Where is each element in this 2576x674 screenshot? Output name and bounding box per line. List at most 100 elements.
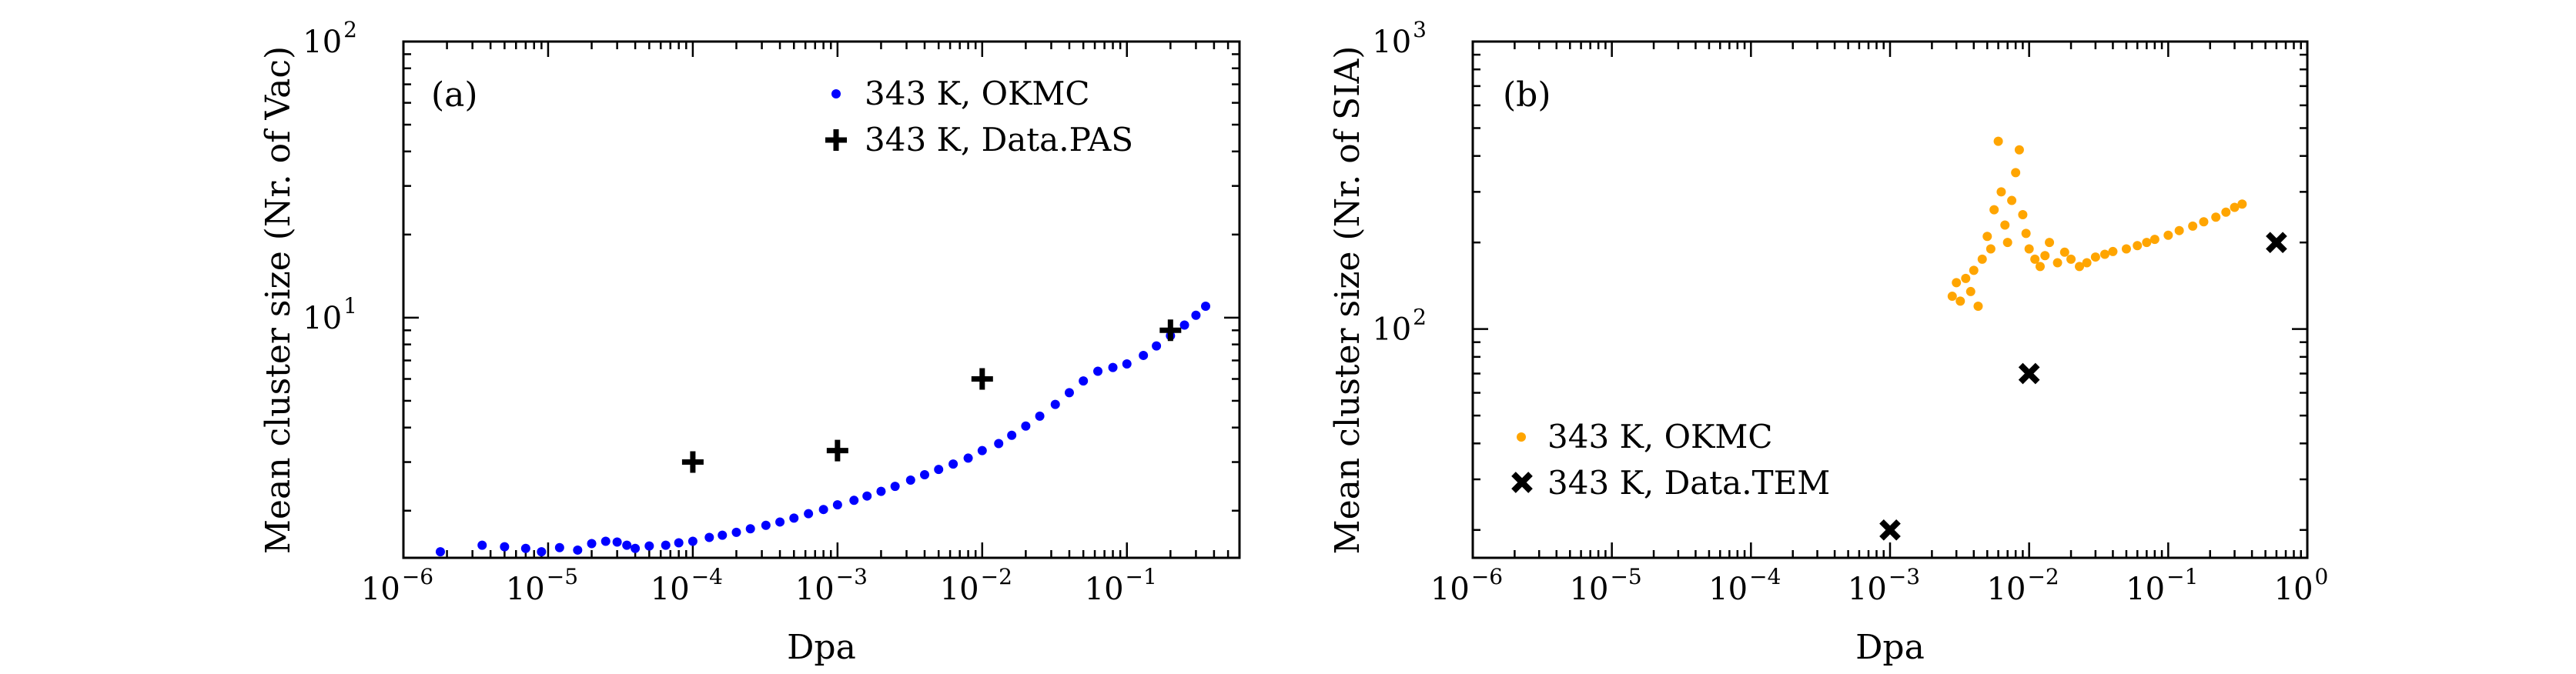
point-b-s0-dot <box>2083 259 2092 268</box>
point-b-s0-dot <box>2011 168 2020 177</box>
point-a-s0-dot <box>1065 388 1074 397</box>
point-b-s0-dot <box>2175 226 2184 235</box>
x-axis-label-b: Dpa <box>1855 628 1925 667</box>
point-a-s0-dot <box>573 546 582 555</box>
point-a-s0-dot <box>1191 311 1200 320</box>
point-b-s0-dot <box>2022 229 2031 238</box>
x-tick-label: 10−4 <box>1708 564 1781 607</box>
point-b-s0-dot <box>2221 208 2230 217</box>
point-b-s0-dot <box>2142 238 2151 247</box>
figure: (a) Dpa Mean cluster size (Nr. of Vac) 3… <box>0 0 2576 674</box>
point-b-s0-dot <box>2007 196 2016 205</box>
point-b-s0-dot <box>2150 235 2159 244</box>
axis-ticks-a <box>403 42 1239 558</box>
point-a-s0-dot <box>1051 400 1060 409</box>
point-a-s0-dot <box>1021 422 1030 431</box>
point-a-s0-dot <box>477 541 487 550</box>
data-marks-b <box>1882 137 2285 539</box>
point-b-s1-cross <box>2021 365 2038 382</box>
point-b-s0-dot <box>1982 232 1992 241</box>
point-a-s0-dot <box>1035 412 1045 421</box>
point-a-s0-dot <box>920 470 929 479</box>
point-a-s0-dot <box>537 547 546 556</box>
x-tick-label: 100 <box>2274 564 2329 607</box>
point-b-s0-dot <box>1952 278 1961 287</box>
point-b-s0-dot <box>2091 252 2100 262</box>
y-tick-label: 102 <box>303 17 357 60</box>
point-a-s0-dot <box>833 500 842 509</box>
legend-pas-label-a: 343 K, Data.PAS <box>865 121 1133 158</box>
point-b-s0-dot <box>1948 292 1957 301</box>
point-a-s0-dot <box>1201 302 1210 311</box>
point-a-s1-plus <box>682 452 704 473</box>
point-a-s0-dot <box>500 542 509 552</box>
point-a-s0-dot <box>436 547 445 556</box>
point-b-s0-dot <box>2015 145 2024 155</box>
point-a-s0-dot <box>555 543 564 552</box>
x-tick-label: 10−6 <box>1430 564 1503 607</box>
point-a-s0-dot <box>761 521 771 530</box>
point-a-s0-dot <box>688 536 698 546</box>
point-a-s0-dot <box>1139 351 1148 360</box>
point-a-s0-dot <box>622 541 631 550</box>
x-tick-label: 10−2 <box>940 564 1012 607</box>
point-b-s0-dot <box>2108 247 2117 256</box>
point-b-s0-dot <box>2000 220 2009 229</box>
x-tick-label: 10−3 <box>795 564 868 607</box>
point-a-s0-dot <box>978 446 987 455</box>
point-a-s0-dot <box>934 465 943 474</box>
point-a-s1-plus <box>972 369 993 390</box>
point-a-s0-dot <box>644 542 654 551</box>
legend-okmc-marker-b <box>1517 432 1526 442</box>
point-b-s0-dot <box>1955 296 1965 305</box>
chart-panel-a: (a) Dpa Mean cluster size (Nr. of Vac) 3… <box>259 17 1239 667</box>
point-a-s1-plus <box>1159 319 1181 341</box>
x-tick-label: 10−6 <box>361 564 433 607</box>
point-b-s0-dot <box>2237 199 2246 209</box>
point-a-s0-dot <box>948 459 958 469</box>
point-b-s1-cross <box>2268 234 2285 251</box>
point-b-s0-dot <box>1973 302 1982 311</box>
legend-okmc-label-b: 343 K, OKMC <box>1547 418 1773 455</box>
point-a-s0-dot <box>718 531 727 540</box>
legend-tem-marker-b <box>1514 474 1531 491</box>
legend-pas-marker-a <box>825 129 847 151</box>
point-a-s0-dot <box>601 536 611 546</box>
point-b-s0-dot <box>2100 249 2109 259</box>
legend-okmc-label-a: 343 K, OKMC <box>865 75 1090 112</box>
point-a-s0-dot <box>876 487 885 496</box>
point-b-s0-dot <box>1986 244 1996 253</box>
point-a-s0-dot <box>746 524 755 533</box>
point-a-s0-dot <box>631 544 640 553</box>
point-b-s0-dot <box>2133 241 2142 250</box>
plot-frame-a <box>403 42 1239 558</box>
point-a-s0-dot <box>613 537 622 546</box>
point-a-s0-dot <box>789 513 798 522</box>
data-marks-a <box>436 302 1210 556</box>
point-b-s0-dot <box>1978 255 1987 264</box>
point-b-s1-cross <box>1882 522 1899 539</box>
point-a-s0-dot <box>661 541 671 550</box>
y-axis-label-b: Mean cluster size (Nr. of SIA) <box>1328 46 1367 555</box>
x-tick-label: 10−1 <box>1085 564 1157 607</box>
point-b-s0-dot <box>1966 287 1975 296</box>
point-a-s0-dot <box>1093 366 1102 375</box>
point-a-s0-dot <box>1122 359 1132 369</box>
point-a-s0-dot <box>521 544 530 553</box>
point-a-s0-dot <box>906 475 915 485</box>
y-tick-label: 102 <box>1372 305 1427 348</box>
y-tick-label: 103 <box>1372 17 1427 60</box>
point-a-s0-dot <box>862 492 871 501</box>
point-a-s0-dot <box>731 528 741 537</box>
legend-tem-label-b: 343 K, Data.TEM <box>1547 464 1830 502</box>
point-b-s0-dot <box>1969 265 1979 275</box>
x-tick-label: 10−4 <box>651 564 723 607</box>
point-b-s0-dot <box>2066 255 2076 264</box>
point-a-s0-dot <box>674 538 684 547</box>
point-a-s0-dot <box>1079 376 1088 385</box>
x-tick-label: 10−3 <box>1848 564 1920 607</box>
point-b-s0-dot <box>1996 187 2006 196</box>
point-a-s0-dot <box>994 439 1003 449</box>
point-b-s0-dot <box>2060 248 2069 257</box>
point-a-s0-dot <box>819 505 828 514</box>
